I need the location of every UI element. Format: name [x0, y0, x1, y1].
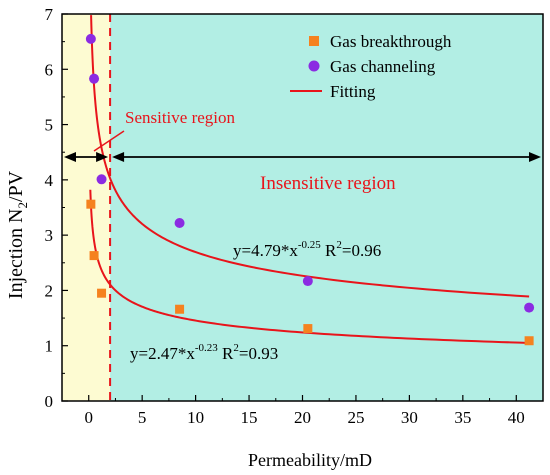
x-tick-label: 35	[454, 408, 471, 427]
sensitive-span-arrowhead-left	[64, 152, 76, 162]
y-tick-label: 3	[45, 226, 54, 245]
y-axis-label-main: Injection N	[5, 209, 27, 300]
gas-channeling-point	[85, 33, 96, 44]
gas-channeling-point	[96, 174, 107, 185]
gas-channeling-point	[174, 217, 185, 228]
equation-top-exponent: -0.25	[298, 239, 321, 251]
y-tick-label: 5	[45, 116, 54, 135]
legend-label-gas-breakthrough: Gas breakthrough	[330, 32, 452, 51]
legend-label-gas-channeling: Gas channeling	[330, 57, 436, 76]
x-tick-label: 40	[508, 408, 525, 427]
equation-top-r: R	[321, 241, 337, 260]
equation-top-base: y=4.79*x	[233, 241, 298, 260]
insensitive-span-arrowhead-left	[112, 152, 125, 162]
y-axis-label: Injection N2/PV	[5, 170, 30, 299]
y-tick-label: 6	[45, 60, 54, 79]
fitting-curves	[89, 15, 530, 344]
insensitive-region-label: Insensitive region	[260, 173, 396, 194]
legend-label-fitting: Fitting	[330, 82, 376, 101]
gas-breakthrough-point	[97, 288, 107, 298]
x-tick-label: 5	[138, 408, 147, 427]
x-tick-label: 0	[84, 408, 93, 427]
equation-bottom-r-value: =0.93	[239, 344, 278, 363]
gas-breakthrough-point	[303, 324, 313, 334]
x-tick-label: 10	[187, 408, 204, 427]
x-tick-label: 25	[347, 408, 364, 427]
fitting-curve-1	[90, 15, 530, 298]
x-tick-label: 30	[401, 408, 418, 427]
y-tick-label: 0	[45, 392, 54, 411]
y-tick-label: 1	[45, 337, 54, 356]
equation-bottom: y=2.47*x-0.23 R2=0.93	[130, 342, 278, 363]
y-tick-label: 4	[45, 171, 54, 190]
insensitive-region-background	[110, 14, 543, 401]
x-tick-label: 20	[294, 408, 311, 427]
y-tick-label: 7	[45, 5, 54, 24]
data-points	[85, 33, 535, 346]
gas-channeling-point	[302, 276, 313, 287]
equation-top-r-exponent: 2	[336, 239, 342, 251]
gas-channeling-point	[524, 302, 535, 313]
gas-breakthrough-point	[524, 336, 534, 346]
background-regions	[62, 14, 543, 401]
y-axis-label-tail: /PV	[5, 170, 27, 202]
equation-bottom-r-exponent: 2	[233, 342, 239, 354]
equation-top: y=4.79*x-0.25 R2=0.96	[233, 239, 381, 260]
equation-bottom-base: y=2.47*x	[130, 344, 195, 363]
insensitive-span-arrowhead-right	[529, 152, 541, 162]
legend-marker-gas-breakthrough	[309, 36, 319, 46]
x-axis-label: Permeability/mD	[248, 450, 372, 470]
fitting-curve-2	[89, 189, 530, 344]
gas-breakthrough-point	[86, 199, 96, 209]
legend-marker-gas-channeling	[308, 60, 320, 72]
sensitive-span-arrowhead-right	[96, 152, 109, 162]
y-tick-label: 2	[45, 281, 54, 300]
equation-bottom-r: R	[218, 344, 234, 363]
gas-channeling-point	[89, 73, 100, 84]
legend: Gas breakthrough Gas channeling Fitting	[290, 32, 452, 101]
gas-breakthrough-point	[89, 251, 99, 261]
axes: 0 5 10 15 20 25 30 35 40 0 1 2 3 4 5 6 7	[45, 5, 544, 427]
equation-top-r-value: =0.96	[342, 241, 381, 260]
equation-bottom-exponent: -0.23	[195, 342, 218, 354]
sensitive-region-label: Sensitive region	[125, 108, 236, 127]
x-tick-label: 15	[241, 408, 258, 427]
y-axis-label-subscript: 2	[15, 202, 30, 209]
sensitive-region-pointer	[93, 130, 125, 152]
gas-breakthrough-point	[175, 304, 185, 314]
sensitive-region-background	[62, 14, 111, 401]
